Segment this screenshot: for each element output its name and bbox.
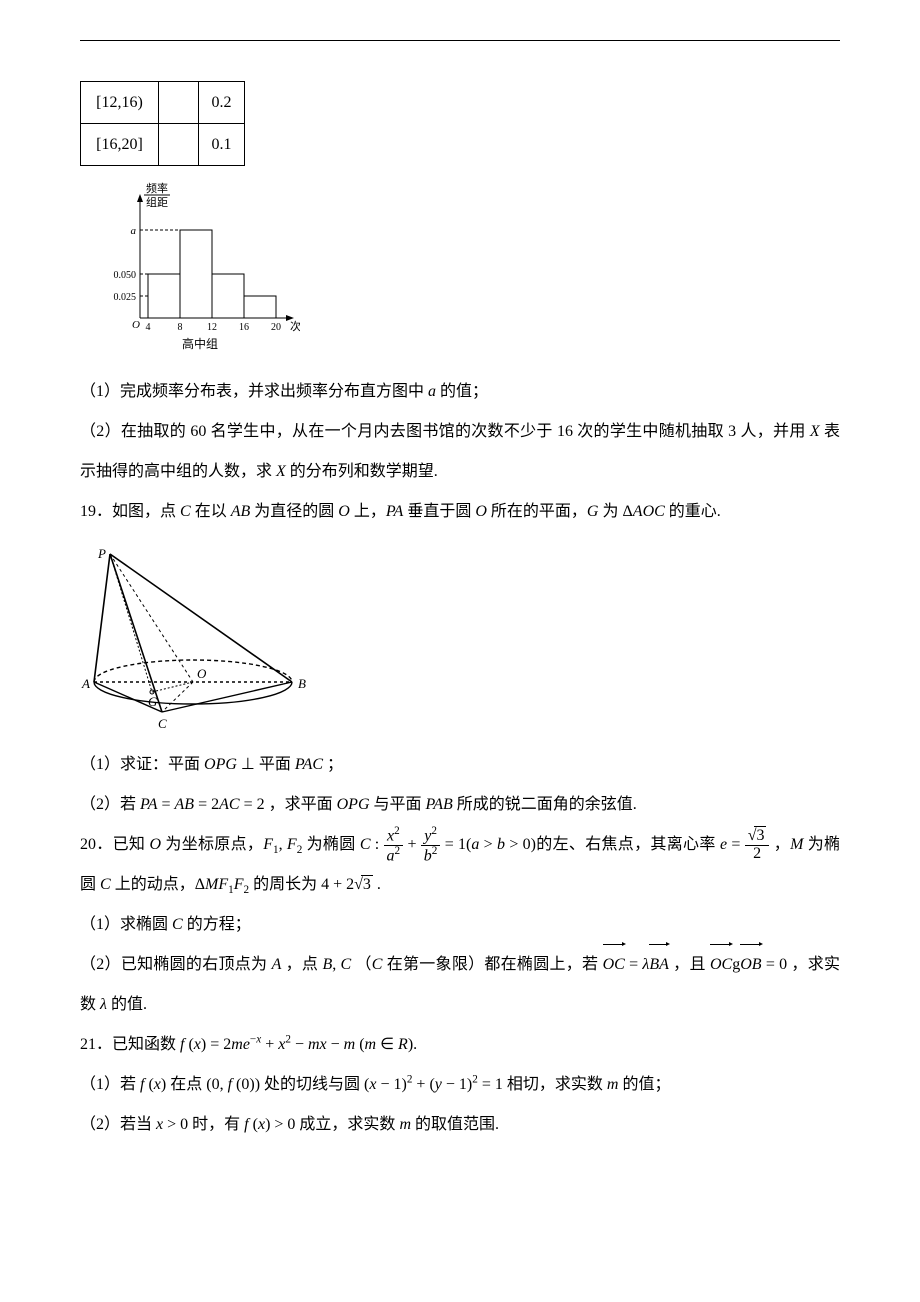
geometry-svg: P A B C O G: [80, 542, 308, 730]
q19-part2: （2）若 PA = AB = 2AC = 2 ，求平面 OPG 与平面 PAB …: [80, 785, 840, 825]
q18-part2: （2）在抽取的 60 名学生中，从在一个月内去图书馆的次数不少于 16 次的学生…: [80, 412, 840, 492]
q19-part1: （1）求证：平面 OPG ⊥ 平面 PAC ；: [80, 745, 840, 785]
svg-text:O: O: [197, 666, 207, 681]
cell-frequency: 0.2: [199, 82, 245, 124]
q20-part2: （2）已知椭圆的右顶点为 A ，点 B, C （C 在第一象限）都在椭圆上，若 …: [80, 945, 840, 1025]
q19-stem: 19．如图，点 C 在以 AB 为直径的圆 O 上，PA 垂直于圆 O 所在的平…: [80, 492, 840, 532]
svg-text:G: G: [148, 694, 158, 709]
svg-text:O: O: [132, 319, 140, 331]
svg-text:P: P: [97, 546, 106, 561]
geometry-figure: P A B C O G: [80, 542, 840, 735]
cell-interval: [12,16): [81, 82, 159, 124]
cell-blank: [159, 124, 199, 166]
q20-stem: 20．已知 O 为坐标原点，F1, F2 为椭圆 C : x2a2 + y2b2…: [80, 825, 840, 905]
histogram-svg: 频率组距 0.025 0.050 a 4 8 12 16 20 O 次数高中组: [90, 178, 300, 353]
svg-text:组距: 组距: [146, 195, 168, 209]
page-top-rule: [80, 40, 840, 41]
cell-interval: [16,20]: [81, 124, 159, 166]
q21-stem: 21．已知函数 f (x) = 2me−x + x2 − mx − m (m ∈…: [80, 1025, 840, 1065]
table-row: [16,20] 0.1: [81, 124, 245, 166]
svg-text:0.025: 0.025: [114, 292, 137, 303]
svg-text:0.050: 0.050: [114, 270, 137, 281]
q20-part1: （1）求椭圆 C 的方程；: [80, 905, 840, 945]
svg-text:次数: 次数: [290, 319, 300, 333]
svg-text:C: C: [158, 716, 167, 730]
q21-part1: （1）若 f (x) 在点 (0, f (0)) 处的切线与圆 (x − 1)2…: [80, 1065, 840, 1105]
frequency-table: [12,16) 0.2 [16,20] 0.1: [80, 81, 245, 166]
svg-text:A: A: [81, 676, 90, 691]
svg-text:12: 12: [207, 322, 217, 333]
table-row: [12,16) 0.2: [81, 82, 245, 124]
q18-part1: （1）完成频率分布表，并求出频率分布直方图中 a 的值；: [80, 372, 840, 412]
cell-frequency: 0.1: [199, 124, 245, 166]
svg-text:频率: 频率: [146, 181, 168, 195]
svg-text:20: 20: [271, 322, 281, 333]
q21-part2: （2）若当 x > 0 时，有 f (x) > 0 成立，求实数 m 的取值范围…: [80, 1105, 840, 1145]
svg-text:16: 16: [239, 322, 249, 333]
svg-text:8: 8: [178, 322, 183, 333]
svg-text:高中组: 高中组: [182, 336, 218, 351]
cell-blank: [159, 82, 199, 124]
histogram-figure: 频率组距 0.025 0.050 a 4 8 12 16 20 O 次数高中组: [90, 178, 840, 358]
svg-text:a: a: [131, 225, 137, 237]
svg-text:4: 4: [146, 322, 151, 333]
svg-text:B: B: [298, 676, 306, 691]
